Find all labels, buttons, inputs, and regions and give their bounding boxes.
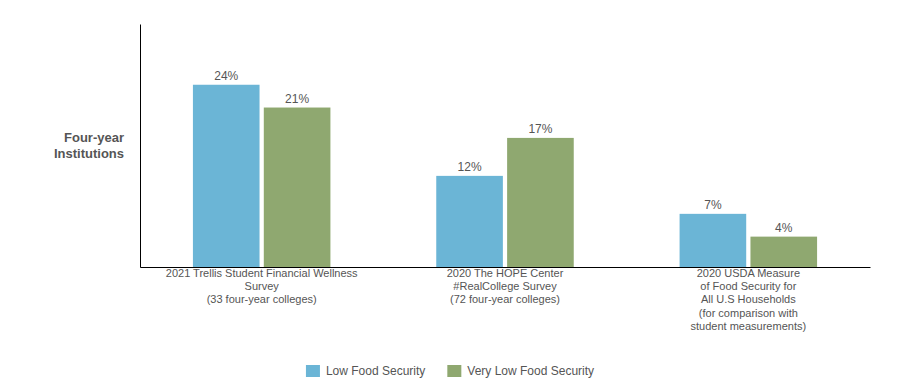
x-tick-label-line: (33 four-year colleges) <box>207 293 317 305</box>
bar <box>680 214 747 267</box>
x-tick-label-line: of Food Security for <box>700 280 796 292</box>
legend-swatch <box>306 365 320 377</box>
y-axis-label-line: Four-year <box>64 130 124 145</box>
x-tick-label: 2020 The HOPE Center#RealCollege Survey(… <box>447 267 564 305</box>
data-label: 24% <box>214 69 238 83</box>
bar <box>507 138 574 267</box>
legend-item: Low Food Security <box>306 364 425 378</box>
legend-label: Very Low Food Security <box>467 364 594 378</box>
x-tick-label-line: 2021 Trellis Student Financial Wellness <box>166 267 358 279</box>
data-label: 4% <box>775 221 793 235</box>
x-tick-label-line: (for comparison with <box>699 307 798 319</box>
data-label: 17% <box>528 122 552 136</box>
data-label: 12% <box>458 160 482 174</box>
y-axis-label-line: Institutions <box>54 146 124 161</box>
x-tick: 2020 USDA Measureof Food Security forAll… <box>691 267 807 332</box>
bar <box>750 237 817 267</box>
x-tick-label-line: #RealCollege Survey <box>453 280 557 292</box>
chart: 24% 12% 7% 21% 17% 4% 2021 Trellis Student Fin… <box>0 0 900 387</box>
bar <box>436 176 503 267</box>
x-tick-label-line: 2020 USDA Measure <box>697 267 800 279</box>
bar <box>193 85 260 267</box>
x-tick-label-line: Survey <box>245 280 280 292</box>
x-tick-label-line: All U.S Households <box>701 293 796 305</box>
legend-item: Very Low Food Security <box>447 364 594 378</box>
legend: Low Food Security Very Low Food Security <box>306 364 594 378</box>
data-label: 7% <box>704 198 722 212</box>
data-label: 21% <box>285 92 309 106</box>
y-axis <box>140 25 141 268</box>
x-tick: 2021 Trellis Student Financial WellnessS… <box>166 267 358 305</box>
x-tick-label-line: 2020 The HOPE Center <box>447 267 564 279</box>
x-tick-label-line: (72 four-year colleges) <box>450 293 560 305</box>
x-tick-label: 2020 USDA Measureof Food Security forAll… <box>691 267 807 332</box>
x-tick-label-line: student measurements) <box>691 320 807 332</box>
y-axis-label: Four-yearInstitutions <box>54 130 124 161</box>
y-axis-line <box>140 25 141 268</box>
bars <box>193 85 817 267</box>
legend-label: Low Food Security <box>326 364 425 378</box>
x-tick: 2020 The HOPE Center#RealCollege Survey(… <box>447 267 564 305</box>
data-labels: 24% 12% 7% 21% 17% 4% <box>214 69 793 235</box>
x-tick-label: 2021 Trellis Student Financial WellnessS… <box>166 267 358 305</box>
legend-swatch <box>447 365 461 377</box>
x-axis: 2021 Trellis Student Financial WellnessS… <box>141 267 871 332</box>
bar <box>264 108 331 267</box>
